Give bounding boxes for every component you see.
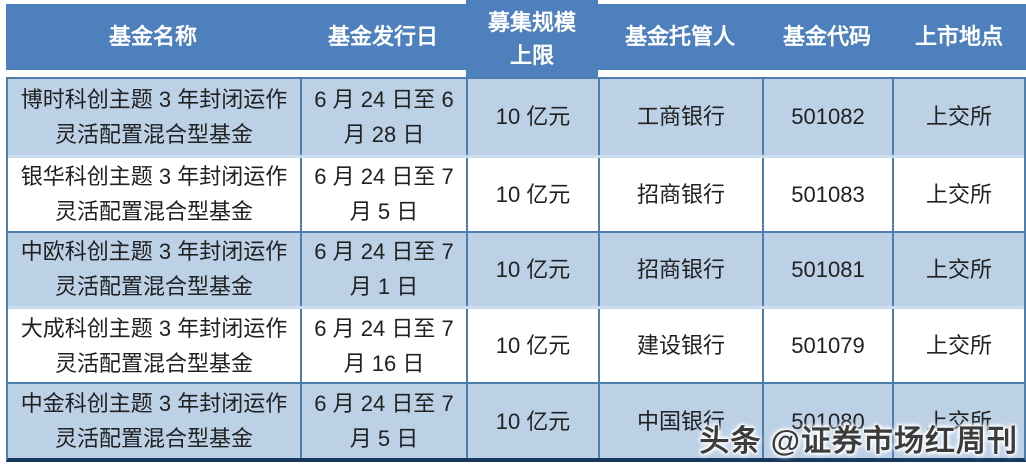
cell-fund-name: 博时科创主题 3 年封闭运作 灵活配置混合型基金 [20,86,288,147]
cell-raise-cap: 10 亿元 [466,157,598,231]
cell-fund-name: 银华科创主题 3 年封闭运作 灵活配置混合型基金 [20,164,288,225]
header-listing-venue: 上市地点 [914,24,1003,49]
cell-fund-code: 501081 [762,232,892,307]
table-row: 中金科创主题 3 年封闭运作 灵活配置混合型基金 6 月 24 日至 7 月 5… [8,382,1024,458]
cell-fund-name: 中金科创主题 3 年封闭运作 灵活配置混合型基金 [20,391,288,452]
table-row: 中欧科创主题 3 年封闭运作 灵活配置混合型基金 6 月 24 日至 7 月 1… [8,230,1024,307]
cell-listing-venue: 上交所 [892,157,1024,231]
cell-custodian: 工商银行 [598,79,762,155]
cell-fund-name: 中欧科创主题 3 年封闭运作 灵活配置混合型基金 [20,239,288,300]
toutiao-watermark: 头条 @证券市场红周刊 [699,425,1018,458]
cell-custodian: 建设银行 [598,309,762,383]
cell-fund-code: 501082 [762,79,892,155]
cell-custodian: 招商银行 [598,157,762,231]
fund-table: 基金名称 基金发行日 基金托管人 基金代码 上市地点 募集规模 上限 博时科创主… [6,0,1026,466]
cell-listing-venue: 上交所 [892,384,1024,458]
table-body: 博时科创主题 3 年封闭运作 灵活配置混合型基金 6 月 24 日至 6 月 2… [6,77,1026,462]
cell-custodian: 招商银行 [598,232,762,307]
table-row: 博时科创主题 3 年封闭运作 灵活配置混合型基金 6 月 24 日至 6 月 2… [8,79,1024,155]
table-row: 大成科创主题 3 年封闭运作 灵活配置混合型基金 6 月 24 日至 7 月 1… [8,306,1024,383]
cell-listing-venue: 上交所 [892,309,1024,383]
cell-issue-date: 6 月 24 日至 7 月 5 日 [300,157,466,231]
header-custodian: 基金托管人 [624,24,735,49]
header-fund-code: 基金代码 [782,24,871,49]
cell-issue-date: 6 月 24 日至 6 月 28 日 [300,79,466,155]
cell-raise-cap: 10 亿元 [466,309,598,383]
cell-issue-date: 6 月 24 日至 7 月 1 日 [300,232,466,307]
header-issue-date: 基金发行日 [327,24,438,49]
cell-raise-cap: 10 亿元 [466,232,598,307]
cell-issue-date: 6 月 24 日至 7 月 5 日 [300,384,466,458]
cell-raise-cap: 10 亿元 [466,79,598,155]
cell-fund-name: 大成科创主题 3 年封闭运作 灵活配置混合型基金 [20,315,288,376]
cell-listing-venue: 上交所 [892,232,1024,307]
cell-issue-date: 6 月 24 日至 7 月 16 日 [300,309,466,383]
header-raise-cap: 募集规模 上限 [466,0,598,77]
cell-fund-code: 501079 [762,309,892,383]
cell-fund-code: 501080 [762,384,892,458]
cell-custodian: 中国银行 [598,384,762,458]
cell-listing-venue: 上交所 [892,79,1024,155]
cell-fund-code: 501083 [762,157,892,231]
table-row: 银华科创主题 3 年封闭运作 灵活配置混合型基金 6 月 24 日至 7 月 5… [8,154,1024,231]
header-fund-name: 基金名称 [108,24,197,49]
cell-raise-cap: 10 亿元 [466,384,598,458]
